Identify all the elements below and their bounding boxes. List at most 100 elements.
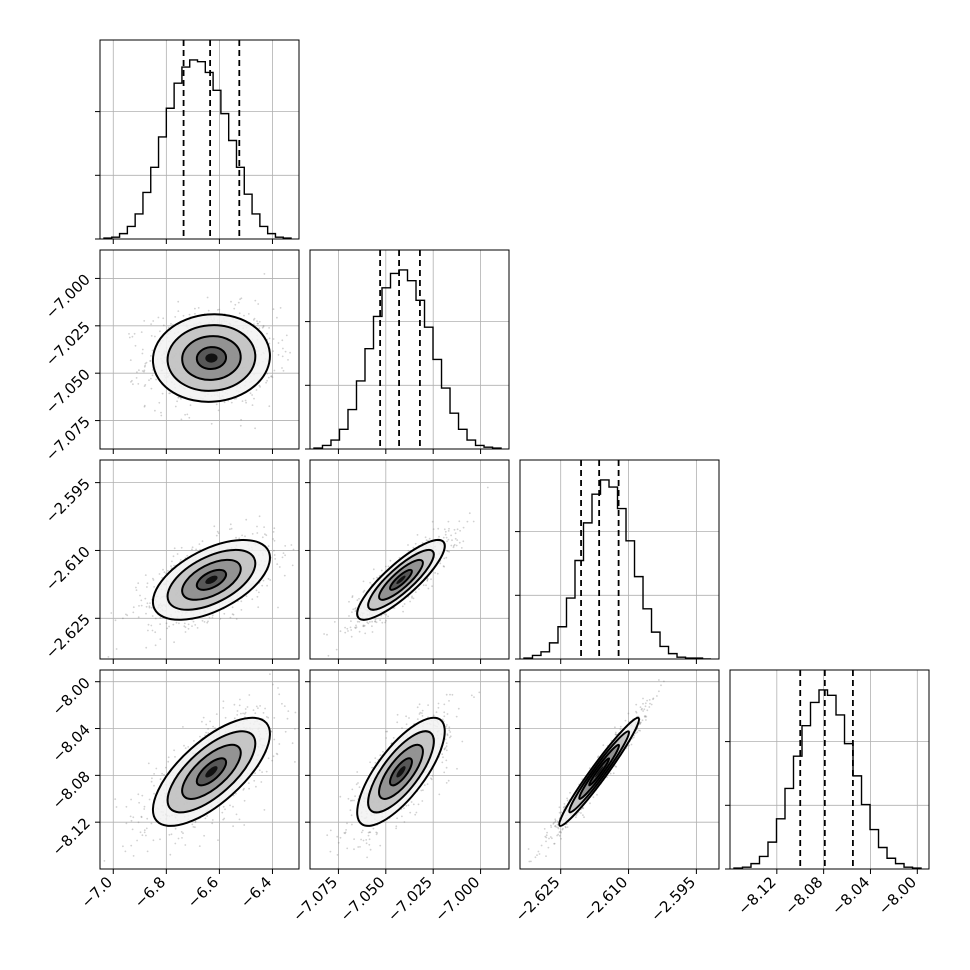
scatter-point [444, 738, 447, 741]
scatter-point [421, 800, 424, 802]
scatter-point [347, 630, 349, 632]
scatter-point [272, 538, 274, 540]
scatter-point [420, 789, 423, 792]
contour-3-0-2 [166, 730, 257, 814]
scatter-point [171, 560, 173, 563]
scatter-point [281, 339, 284, 342]
scatter-point [192, 826, 195, 828]
scatter-point [148, 798, 151, 801]
scatter-point [141, 352, 144, 355]
contour-2-1-0 [389, 568, 413, 591]
scatter-point [168, 625, 171, 628]
scatter-point [245, 518, 248, 521]
scatter-point [351, 595, 354, 597]
scatter-point [486, 486, 489, 489]
scatter-point [143, 805, 146, 808]
scatter-point [369, 621, 371, 623]
scatter-point [272, 338, 275, 340]
scatter-point [163, 571, 166, 574]
scatter-point [198, 845, 201, 847]
scatter-point [264, 707, 266, 710]
scatter-point [259, 705, 261, 707]
scatter-point [443, 565, 445, 568]
scatter-point [232, 794, 235, 797]
panel-2-1 [305, 459, 510, 664]
scatter-point [267, 757, 270, 760]
scatter-point [462, 540, 465, 543]
scatter-point [443, 557, 446, 560]
scatter-point [281, 367, 283, 369]
scatter-point [217, 532, 220, 535]
contour-3-0-1 [181, 743, 242, 800]
scatter-point [222, 818, 225, 821]
scatter-point [447, 530, 450, 532]
scatter-point [161, 772, 164, 775]
scatter-point [144, 384, 147, 386]
scatter-point [362, 580, 365, 583]
scatter-point [448, 729, 451, 732]
scatter-point [358, 597, 360, 600]
scatter-point [235, 792, 237, 795]
scatter-point [336, 835, 339, 838]
scatter-point [194, 312, 196, 315]
scatter-point [446, 724, 448, 726]
scatter-point [289, 351, 291, 354]
scatter-point [351, 823, 353, 826]
scatter-point [206, 621, 209, 624]
scatter-point [284, 545, 287, 547]
scatter-point [129, 815, 132, 818]
scatter-point [367, 622, 370, 625]
scatter-point [143, 404, 146, 407]
scatter-point [291, 564, 294, 567]
scatter-point [389, 559, 392, 562]
scatter-point [143, 808, 146, 810]
scatter-point [158, 401, 161, 404]
scatter-point [255, 389, 258, 391]
scatter-point [449, 693, 451, 696]
scatter-point [437, 702, 440, 705]
scatter-point [409, 600, 411, 603]
scatter-point [135, 377, 138, 379]
scatter-point [351, 788, 354, 791]
scatter-point [421, 542, 424, 544]
scatter-point [355, 626, 358, 628]
scatter-point [418, 703, 421, 706]
scatter-point [184, 626, 187, 629]
scatter-point [582, 807, 585, 810]
scatter-point [273, 369, 276, 372]
scatter-point [259, 386, 261, 388]
scatter-point [369, 761, 371, 764]
scatter-point [425, 584, 427, 587]
x-tick-label-0-0: −7.0 [78, 873, 116, 911]
scatter-point [239, 298, 242, 301]
scatter-point [245, 401, 248, 404]
scatter-point [385, 613, 387, 616]
scatter-point [411, 595, 413, 598]
scatter-point [418, 588, 420, 590]
scatter-point [265, 534, 268, 537]
scatter-point [150, 377, 152, 380]
y-tick-label-1-0: −7.075 [42, 413, 94, 465]
scatter-point [408, 717, 410, 719]
scatter-point [136, 839, 139, 842]
scatter-point [407, 544, 409, 546]
scatter-point [456, 539, 459, 541]
scatter-point [182, 314, 185, 317]
scatter-point [223, 612, 226, 615]
scatter-point [640, 721, 642, 724]
x-tick-label-1-2: −7.025 [384, 873, 436, 925]
scatter-point [150, 335, 153, 337]
scatter-point [424, 536, 427, 539]
scatter-point [427, 578, 429, 580]
scatter-point [384, 565, 387, 568]
scatter-point [191, 548, 193, 551]
scatter-point [147, 629, 149, 632]
scatter-point [360, 838, 362, 841]
scatter-point [462, 526, 465, 529]
scatter-point [282, 552, 285, 554]
scatter-point [405, 715, 407, 718]
scatter-point [271, 759, 274, 762]
scatter-point [240, 418, 243, 421]
scatter-point [263, 273, 266, 275]
scatter-point [256, 525, 258, 528]
